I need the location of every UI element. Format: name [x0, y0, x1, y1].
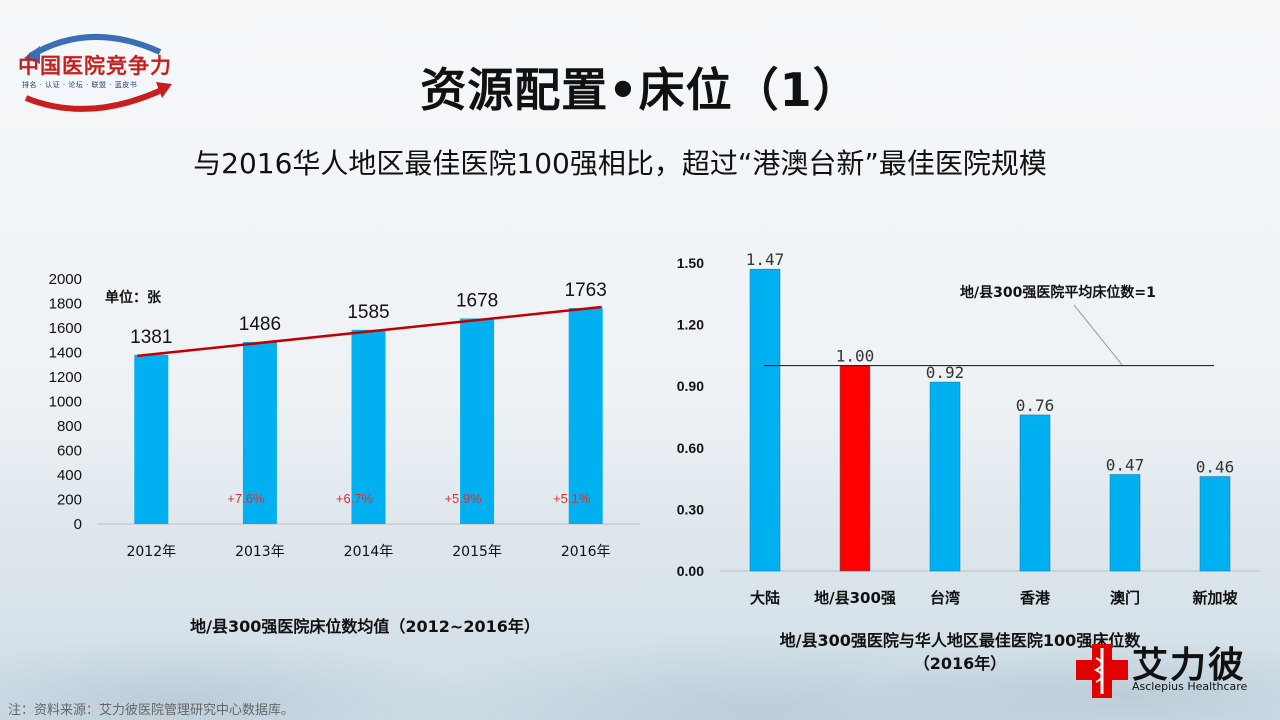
x-tick-label: 2016年 — [561, 544, 611, 560]
y-tick-label: 1.50 — [677, 255, 704, 271]
right-chart-caption-line2: （2016年） — [913, 654, 1007, 673]
x-tick-label: 2013年 — [235, 544, 285, 560]
y-tick-label: 1200 — [49, 369, 82, 386]
data-label: 1.00 — [836, 347, 875, 366]
data-label: 0.47 — [1106, 455, 1145, 474]
bar — [1109, 474, 1141, 572]
bar — [351, 329, 386, 524]
logo-tagline: 排名 · 认证 · 论坛 · 联盟 · 蓝皮书 — [22, 81, 138, 89]
reference-label: 地/县300强医院平均床位数=1 — [960, 284, 1156, 301]
x-tick-label: 大陆 — [750, 589, 780, 607]
growth-label: +7.6% — [227, 491, 265, 506]
y-tick-label: 800 — [57, 418, 82, 435]
bar — [749, 268, 781, 572]
data-label: 1381 — [130, 327, 172, 348]
bar — [242, 341, 277, 524]
data-label: 0.46 — [1196, 458, 1235, 477]
data-label: 1585 — [347, 302, 389, 323]
reference-leader-line — [1073, 304, 1123, 365]
y-tick-label: 400 — [57, 467, 82, 484]
y-tick-label: 1800 — [49, 296, 82, 313]
right-bar-chart: 0.00 0.30 0.60 0.90 1.20 1.50 1.47 大陆 1.00 地/县300… — [677, 250, 1260, 607]
x-tick-label: 澳门 — [1110, 589, 1140, 607]
y-tick-label: 0.30 — [677, 501, 704, 517]
brand-en: Asclepius Healthcare — [1132, 680, 1248, 693]
y-tick-label: 0 — [74, 516, 82, 533]
y-tick-label: 0.00 — [677, 563, 704, 579]
data-label: 1486 — [239, 314, 281, 335]
bar — [568, 308, 603, 524]
bar — [1199, 476, 1231, 572]
y-tick-label: 0.90 — [677, 378, 704, 394]
left-chart-caption: 地/县300强医院床位数均值（2012~2016年） — [190, 617, 540, 636]
brand-cn: 艾力彼 — [1132, 645, 1247, 686]
y-tick-label: 0.60 — [677, 440, 704, 456]
y-tick-label: 1600 — [49, 320, 82, 337]
growth-label: +5.1% — [553, 491, 591, 506]
data-label: 0.92 — [926, 363, 965, 382]
bar — [134, 354, 169, 524]
data-label: 1678 — [456, 290, 498, 311]
x-tick-label: 2014年 — [344, 544, 394, 560]
red-cross-icon — [1076, 644, 1128, 698]
x-tick-label: 2015年 — [452, 544, 502, 560]
growth-label: +5.9% — [444, 491, 482, 506]
x-tick-label: 地/县300强 — [814, 589, 896, 607]
trendline — [137, 305, 602, 358]
logo: 中国医院竞争力 排名 · 认证 · 论坛 · 联盟 · 蓝皮书 — [10, 28, 175, 120]
bar — [839, 365, 871, 572]
page-title: 资源配置•床位（1） — [420, 63, 860, 117]
x-tick-label: 香港 — [1020, 589, 1051, 607]
brand-logo: 艾力彼 Asclepius Healthcare — [1076, 638, 1276, 700]
footnote: 注：资料来源：艾力彼医院管理研究中心数据库。 — [8, 703, 295, 718]
x-tick-label: 台湾 — [930, 589, 960, 607]
growth-label: +6.7% — [336, 491, 374, 506]
background-mountains — [0, 460, 1280, 720]
y-tick-label: 600 — [57, 443, 82, 460]
data-label: 1.47 — [746, 250, 785, 269]
unit-label: 单位：张 — [105, 289, 162, 306]
logo-arrow-icon — [24, 34, 172, 112]
bar — [1019, 414, 1051, 572]
bar — [929, 381, 961, 572]
bar — [460, 318, 495, 524]
y-tick-label: 1.20 — [677, 317, 704, 333]
data-label: 1763 — [565, 280, 607, 301]
y-tick-label: 1400 — [49, 345, 82, 362]
page-subtitle: 与2016华人地区最佳医院100强相比，超过“港澳台新”最佳医院规模 — [193, 147, 1047, 180]
y-tick-label: 200 — [57, 492, 82, 509]
left-bar-chart: 0 200 400 600 800 1000 1200 1400 1600 1800 2000 单位：… — [49, 271, 640, 560]
logo-name: 中国医院竞争力 — [18, 53, 172, 78]
right-chart-caption-line1: 地/县300强医院与华人地区最佳医院100强床位数 — [779, 631, 1141, 650]
x-tick-label: 2012年 — [126, 544, 176, 560]
x-tick-label: 新加坡 — [1192, 589, 1237, 607]
data-label: 0.76 — [1016, 396, 1055, 415]
y-tick-label: 1000 — [49, 394, 82, 411]
y-tick-label: 2000 — [49, 271, 82, 288]
